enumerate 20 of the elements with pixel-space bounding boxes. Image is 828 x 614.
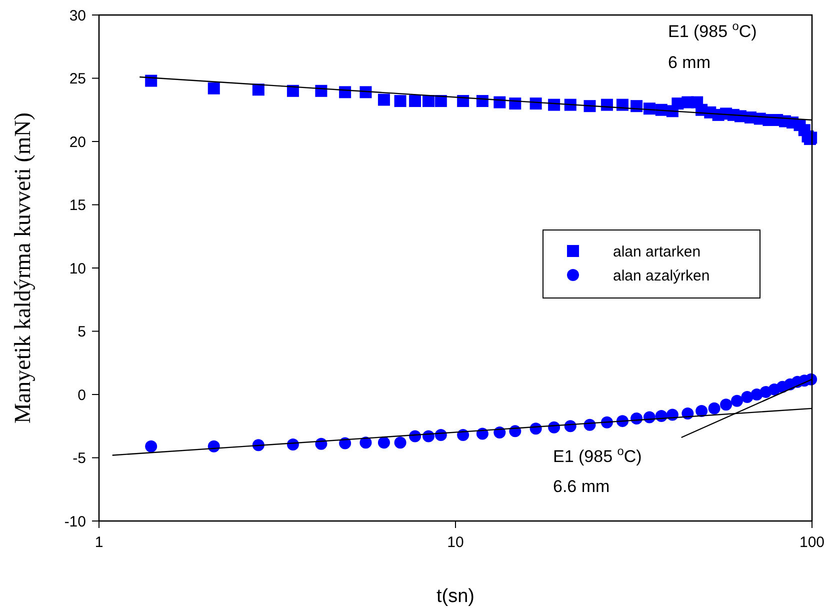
y-tick-label: 5 [78, 324, 86, 340]
legend-label: alan artarken [613, 243, 701, 260]
x-tick-label: 10 [447, 534, 464, 551]
annotation: 6.6 mm [553, 477, 610, 496]
y-tick-label: 0 [78, 386, 86, 404]
annotation: E1 (985 $^{o}$C) [668, 19, 757, 41]
y-axis-title: Manyetik kaldýrma kuvveti (mN) [10, 112, 35, 424]
y-tick-label: 20 [69, 134, 86, 151]
y-tick-label: 25 [69, 70, 86, 88]
x-axis-title: t(sn) [436, 586, 474, 607]
y-tick-label: 15 [69, 197, 86, 214]
y-tick-label: 10 [69, 260, 86, 278]
legend-label: alan azalýrken [613, 267, 710, 284]
annotation: E1 (985 $^{o}$C) [553, 444, 642, 466]
y-tick-label: -10 [64, 513, 86, 530]
x-tick-label: 100 [799, 534, 825, 551]
y-tick-label: 30 [69, 7, 86, 24]
x-tick-label: 1 [94, 534, 104, 551]
y-tick-label: -5 [72, 450, 86, 467]
annotation: 6 mm [668, 53, 710, 72]
